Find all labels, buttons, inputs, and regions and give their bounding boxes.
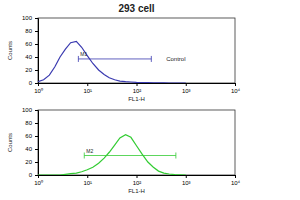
y-tick: 80	[25, 120, 38, 126]
y-tick-mark	[35, 123, 38, 124]
gate-label: M2	[86, 148, 93, 154]
x-tick-mark	[186, 175, 187, 178]
x-tick: 10³	[182, 175, 191, 186]
x-tick-mark	[235, 175, 236, 178]
annotation: Control	[166, 56, 185, 62]
y-axis-line	[35, 19, 39, 84]
x-tick: 10¹	[83, 175, 92, 186]
x-tick-label: 10²	[133, 180, 142, 186]
y-tick-mark	[35, 110, 38, 111]
y-axis-line	[35, 111, 39, 176]
y-tick: 100	[22, 15, 38, 21]
y-tick-mark	[35, 162, 38, 163]
y-tick: 20	[25, 159, 38, 165]
y-axis-title: Counts	[7, 133, 13, 152]
x-tick-mark	[137, 175, 138, 178]
x-axis-title: FL1-H	[128, 188, 145, 194]
y-tick-mark	[35, 149, 38, 150]
y-tick-label: 100	[22, 107, 33, 113]
y-tick-label: 80	[25, 28, 32, 34]
y-tick: 60	[25, 133, 38, 139]
plot-area	[38, 135, 186, 175]
y-axis: 0 20 40 60 80 100	[22, 107, 39, 178]
x-tick-label: 10⁴	[231, 88, 241, 94]
x-axis-title: FL1-H	[128, 96, 145, 102]
y-tick: 40	[25, 54, 38, 60]
panel: 10⁰ 10¹ 10² 10³ 10⁴ 0 20 40 60 80 100 FL1-H Counts M2	[7, 107, 241, 194]
y-tick-label: 40	[25, 146, 32, 152]
x-tick-mark	[235, 83, 236, 86]
y-tick: 0	[29, 172, 38, 178]
plot-frame	[38, 18, 235, 83]
x-tick-label: 10²	[133, 88, 142, 94]
x-tick-mark	[87, 175, 88, 178]
y-tick: 40	[25, 146, 38, 152]
y-tick-label: 20	[25, 67, 32, 73]
y-tick-label: 20	[25, 159, 32, 165]
y-tick-label: 0	[29, 80, 33, 86]
panel: 293 cell 10⁰ 10¹ 10² 10³ 10⁴ 0 20 40 60 80 100 FL1-H…	[7, 3, 241, 102]
histogram-line	[38, 41, 186, 83]
x-axis-line	[39, 84, 236, 87]
y-tick-mark	[35, 57, 38, 58]
x-tick-label: 10⁴	[231, 180, 241, 186]
y-tick: 20	[25, 67, 38, 73]
x-axis: 10⁰ 10¹ 10² 10³ 10⁴	[34, 175, 240, 186]
x-tick: 10¹	[83, 83, 92, 94]
x-tick-label: 10³	[182, 180, 191, 186]
x-tick-label: 10⁰	[34, 87, 43, 94]
x-tick-label: 10³	[182, 88, 191, 94]
x-axis-line	[39, 176, 236, 179]
gate-label: M1	[80, 51, 87, 57]
gate-marker	[84, 153, 176, 159]
x-tick: 10⁴	[231, 175, 241, 186]
x-tick: 10⁰	[34, 175, 43, 186]
y-tick-label: 40	[25, 54, 32, 60]
y-tick-mark	[35, 70, 38, 71]
x-tick-label: 10⁰	[34, 179, 43, 186]
x-tick-mark	[137, 83, 138, 86]
y-tick-mark	[35, 136, 38, 137]
y-tick: 0	[29, 80, 38, 86]
y-tick-mark	[35, 83, 38, 84]
x-tick-mark	[186, 83, 187, 86]
y-tick-mark	[35, 44, 38, 45]
y-axis: 0 20 40 60 80 100	[22, 15, 39, 86]
gate-marker	[78, 56, 151, 62]
x-tick-mark	[87, 83, 88, 86]
y-tick-label: 60	[25, 133, 32, 139]
figure: 293 cell 10⁰ 10¹ 10² 10³ 10⁴ 0 20 40 60 80 100 FL1-H…	[0, 0, 300, 200]
x-tick: 10⁰	[34, 83, 43, 94]
x-tick-label: 10¹	[83, 88, 92, 94]
y-tick: 60	[25, 41, 38, 47]
y-tick-mark	[35, 31, 38, 32]
y-tick-mark	[35, 175, 38, 176]
y-tick: 80	[25, 28, 38, 34]
y-tick-label: 100	[22, 15, 33, 21]
x-tick: 10³	[182, 83, 191, 94]
x-tick: 10²	[133, 175, 142, 186]
plot-frame	[38, 110, 235, 175]
y-tick: 100	[22, 107, 38, 113]
y-tick-label: 60	[25, 41, 32, 47]
x-axis: 10⁰ 10¹ 10² 10³ 10⁴	[34, 83, 240, 94]
x-tick: 10⁴	[231, 83, 241, 94]
y-tick-mark	[35, 18, 38, 19]
plot-area	[38, 41, 186, 83]
x-tick-label: 10¹	[83, 180, 92, 186]
y-axis-title: Counts	[7, 41, 13, 60]
title: 293 cell	[118, 3, 154, 14]
y-tick-label: 0	[29, 172, 33, 178]
y-tick-label: 80	[25, 120, 32, 126]
x-tick: 10²	[133, 83, 142, 94]
histogram-line	[38, 135, 186, 175]
